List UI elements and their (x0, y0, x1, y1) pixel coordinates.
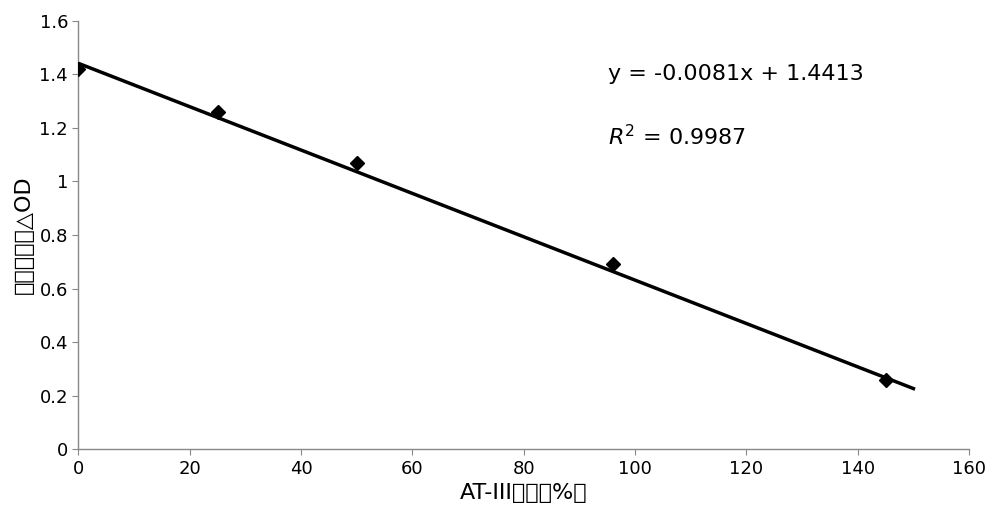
Text: y = -0.0081x + 1.4413: y = -0.0081x + 1.4413 (608, 64, 864, 84)
X-axis label: AT-III活性（%）: AT-III活性（%） (460, 483, 588, 503)
Text: $R^2$ = 0.9987: $R^2$ = 0.9987 (608, 124, 747, 149)
Y-axis label: 吸光度差値△OD: 吸光度差値△OD (14, 176, 34, 294)
